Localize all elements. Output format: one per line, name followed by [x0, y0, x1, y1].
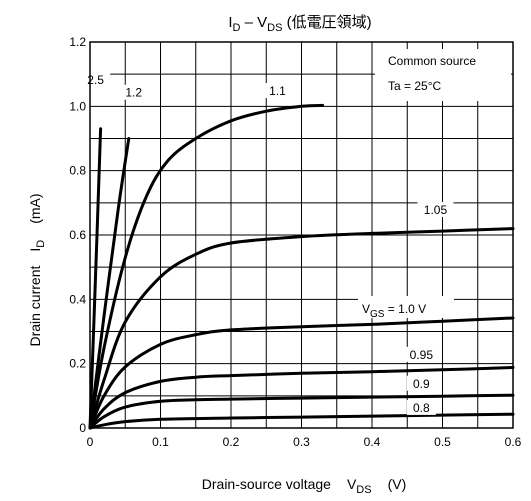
x-tick-label: 0: [87, 435, 94, 449]
y-tick-label: 0.4: [69, 292, 86, 306]
series-label-vgs-1-2: 1.2: [125, 86, 142, 100]
y-tick-label: 0.6: [69, 228, 86, 242]
plot-frame: [89, 41, 514, 429]
series-label-vgs-0-8: 0.8: [413, 401, 430, 415]
series-line-vgs-0-9: [88, 393, 515, 430]
vgs-annotation: VGS = 1.0 V: [362, 302, 426, 320]
y-tick-label: 0.2: [69, 357, 86, 371]
series-label-vgs-1-1: 1.1: [269, 84, 286, 98]
x-axis-label: Drain-source voltage VDS (V): [202, 476, 406, 496]
series-label-bg: [406, 399, 436, 415]
series-label-vgs-1-05: 1.05: [424, 203, 448, 217]
series-line-vgs-1-1: [88, 103, 325, 430]
curves: [88, 103, 515, 430]
x-tick-label: 0.1: [152, 435, 169, 449]
series-label-bg: [81, 71, 111, 87]
y-axis-label: Drain currentID(mA): [27, 193, 47, 346]
curve-labels: 2.5 1.2 1.1 1.05 0.95 0.9 0.8: [81, 71, 454, 415]
series-label-vgs-0-95: 0.95: [410, 348, 434, 362]
series-label-bg: [417, 202, 454, 218]
series-line-vgs-0-8: [88, 412, 515, 430]
series-label-bg: [119, 84, 149, 100]
x-tick-label: 0.4: [364, 435, 381, 449]
series-label-bg: [406, 375, 436, 391]
note-common-source: Common source: [388, 54, 476, 68]
series-label-vgs-0-9: 0.9: [413, 377, 430, 391]
y-tick-label: 0.8: [69, 164, 86, 178]
series-label-vgs-2-5: 2.5: [87, 73, 104, 87]
y-tick-label: 1.2: [69, 35, 86, 49]
tick-labels: 0 0.1 0.2 0.3 0.4 0.5 0.6 0 0.2 0.4 0.6 0.8 1.0 1.2: [69, 35, 521, 449]
series-line-vgs-1-05: [88, 227, 515, 430]
chart-title: ID – VDS (低電圧領域): [228, 14, 371, 34]
note-box: [375, 49, 511, 101]
x-tick-label: 0.5: [434, 435, 451, 449]
x-tick-label: 0.3: [293, 435, 310, 449]
y-tick-label: 1.0: [69, 99, 86, 113]
series-line-vgs-1-0: [88, 316, 515, 430]
x-tick-label: 0.6: [505, 435, 522, 449]
series-line-vgs-2-5: [88, 127, 103, 430]
y-tick-label: 0: [79, 421, 86, 435]
series-line-vgs-0-95: [88, 366, 515, 430]
x-tick-label: 0.2: [223, 435, 240, 449]
series-label-bg: [263, 83, 293, 99]
series-line-vgs-1-2: [88, 137, 131, 430]
note-temperature: Ta = 25°C: [388, 79, 441, 93]
series-label-bg: [403, 346, 440, 362]
vgs-label-bg: [358, 296, 454, 318]
